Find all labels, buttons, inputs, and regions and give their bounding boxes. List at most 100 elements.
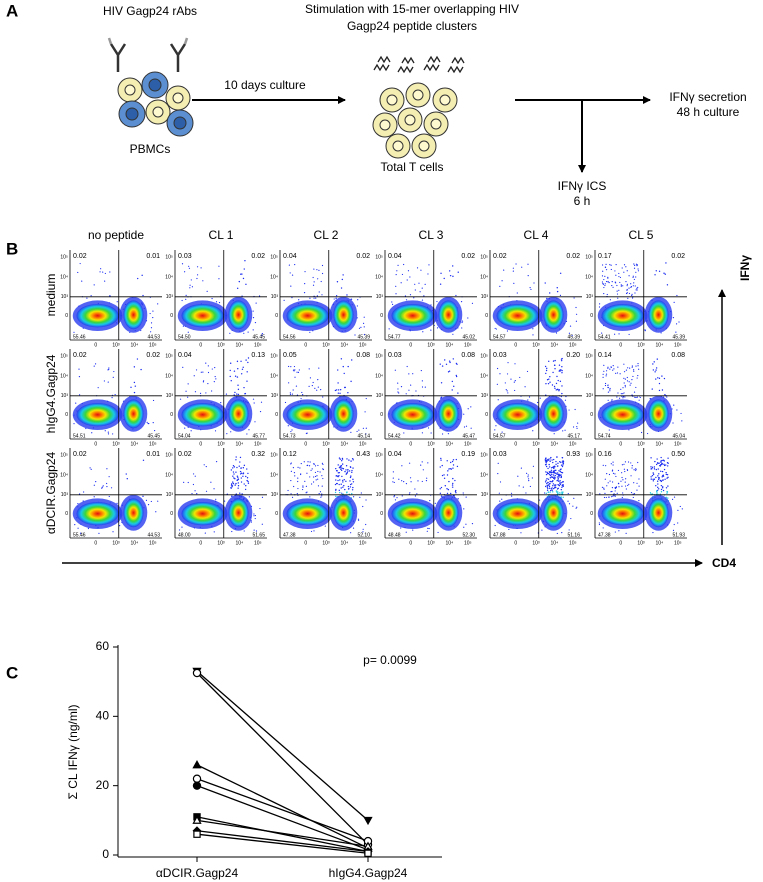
event-dot xyxy=(335,482,338,485)
event-dot xyxy=(293,365,296,368)
event-dot xyxy=(532,334,534,336)
event-dot xyxy=(550,469,553,471)
event-dot xyxy=(247,357,250,359)
event-dot xyxy=(620,284,622,286)
quadrant-value: 0.04 xyxy=(388,253,402,260)
event-dot xyxy=(207,365,209,367)
event-dot xyxy=(339,491,341,494)
event-dot xyxy=(576,506,578,508)
event-dot xyxy=(288,264,290,266)
event-dot xyxy=(633,267,636,269)
event-dot xyxy=(506,390,508,392)
event-dot xyxy=(336,281,339,283)
event-dot xyxy=(237,384,239,386)
event-dot xyxy=(514,379,516,382)
event-dot xyxy=(322,463,324,466)
event-dot xyxy=(499,481,502,483)
event-dot xyxy=(559,492,561,494)
event-dot xyxy=(608,473,611,476)
event-dot xyxy=(608,429,610,431)
event-dot xyxy=(548,487,551,490)
event-dot xyxy=(300,473,302,476)
event-dot xyxy=(119,525,121,527)
plot-x-tick: 10³ xyxy=(322,342,330,348)
plot-x-tick: 10⁴ xyxy=(656,441,664,447)
event-dot xyxy=(427,527,429,529)
event-dot xyxy=(598,303,601,305)
event-dot xyxy=(211,390,213,392)
event-dot xyxy=(451,389,453,391)
event-dot xyxy=(345,469,347,471)
event-dot xyxy=(130,386,132,389)
event-dot xyxy=(108,367,110,369)
event-dot xyxy=(628,333,630,336)
event-dot xyxy=(663,468,666,471)
pair-line xyxy=(196,778,369,842)
event-dot xyxy=(351,469,353,472)
event-dot xyxy=(397,391,399,393)
event-dot xyxy=(603,487,605,489)
event-dot xyxy=(316,269,318,271)
event-dot xyxy=(397,264,399,267)
quadrant-value: 45.17 xyxy=(567,433,580,439)
event-dot xyxy=(291,297,293,299)
event-dot xyxy=(424,283,426,285)
event-dot xyxy=(616,396,618,398)
event-dot xyxy=(414,488,416,490)
event-dot xyxy=(314,387,316,389)
event-dot xyxy=(317,378,319,381)
event-dot xyxy=(653,468,656,470)
event-dot xyxy=(616,290,618,292)
event-dot xyxy=(342,479,344,482)
event-dot xyxy=(133,366,136,368)
event-dot xyxy=(449,461,452,464)
event-dot xyxy=(441,433,444,435)
event-dot xyxy=(576,425,578,428)
event-dot xyxy=(235,459,237,461)
event-dot xyxy=(413,297,415,299)
event-dot xyxy=(339,392,341,394)
event-dot xyxy=(310,469,312,471)
event-dot xyxy=(253,515,255,517)
density-blob xyxy=(391,403,434,427)
event-dot xyxy=(561,372,563,374)
event-dot xyxy=(626,380,629,382)
event-dot xyxy=(512,267,514,269)
event-dot xyxy=(556,480,558,482)
event-dot xyxy=(142,459,145,461)
plot-x-tick: 0 xyxy=(94,540,97,546)
y-axis-label: IFNγ xyxy=(738,255,752,281)
density-blob xyxy=(76,502,119,526)
plot-y-tick: 10⁴ xyxy=(585,472,593,478)
event-dot xyxy=(337,392,340,394)
event-dot xyxy=(240,481,243,483)
event-dot xyxy=(225,393,228,395)
event-dot xyxy=(414,289,416,291)
event-dot xyxy=(666,477,668,479)
event-dot xyxy=(149,312,151,315)
event-dot xyxy=(601,332,603,334)
event-dot xyxy=(74,524,76,526)
event-dot xyxy=(134,385,137,387)
event-dot xyxy=(451,484,454,486)
event-dot xyxy=(636,264,638,266)
event-dot xyxy=(152,399,155,402)
event-dot xyxy=(556,532,558,535)
event-dot xyxy=(113,370,115,373)
event-dot xyxy=(337,389,340,391)
plot-y-tick: 0 xyxy=(170,511,173,517)
event-dot xyxy=(391,303,394,305)
event-dot xyxy=(310,483,313,485)
event-dot xyxy=(575,507,577,509)
event-dot xyxy=(455,374,458,377)
event-dot xyxy=(680,412,682,415)
event-dot xyxy=(452,265,454,267)
event-dot xyxy=(552,466,554,469)
event-dot xyxy=(338,483,340,486)
event-dot xyxy=(345,480,347,482)
event-dot xyxy=(631,379,633,381)
event-dot xyxy=(529,485,531,488)
